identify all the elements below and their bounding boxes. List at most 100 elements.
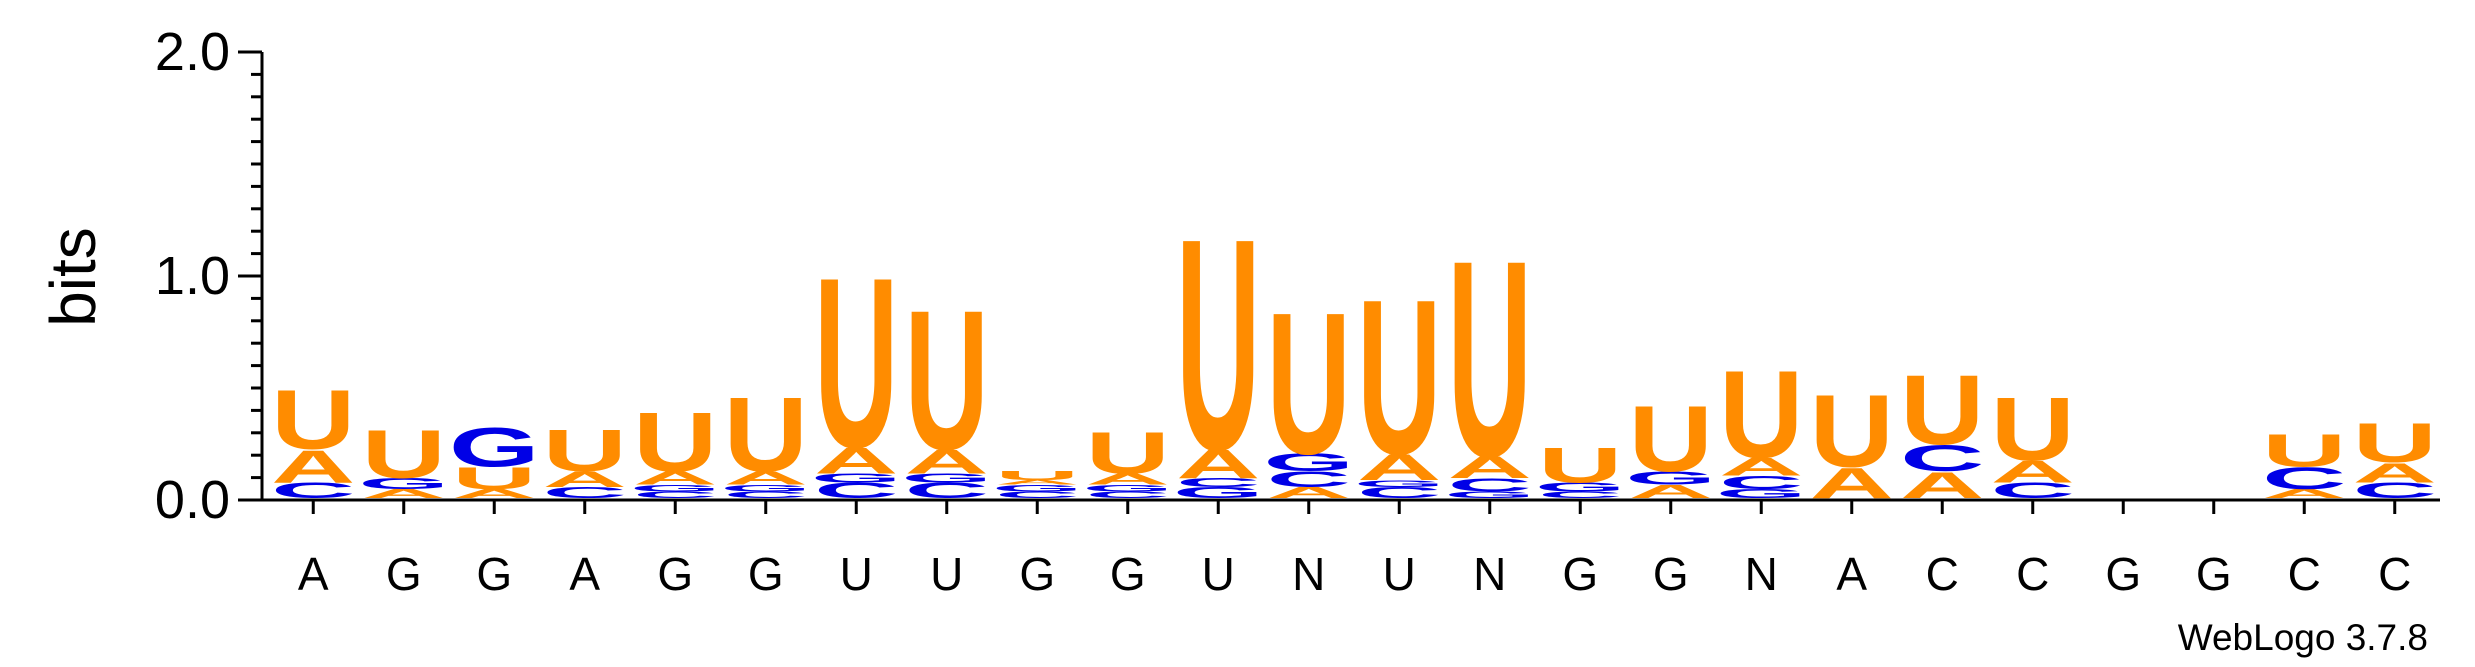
x-tick-label: C <box>1926 548 1959 600</box>
x-tick-label: G <box>1653 548 1689 600</box>
logo-letter-U: U <box>1538 438 1622 493</box>
logo-letter-C: C <box>905 478 989 502</box>
logo-letter-A: A <box>1267 484 1351 501</box>
logo-letter-A: A <box>1448 450 1532 485</box>
x-tick-label: G <box>2105 548 2141 600</box>
logo-letter-C: C <box>2262 461 2346 496</box>
logo-letter-A: A <box>814 440 898 481</box>
logo-letter-U: U <box>452 461 536 496</box>
logo-letter-A: A <box>2353 457 2437 488</box>
y-tick-label: 0.0 <box>155 470 230 530</box>
logo-letter-C: C <box>1991 478 2075 502</box>
logo-letter-G: G <box>992 483 1083 493</box>
x-tick-label: C <box>2378 548 2411 600</box>
logo-letter-A: A <box>271 440 355 492</box>
logo-letter-U: U <box>905 268 989 491</box>
logo-letter-G: G <box>358 475 449 492</box>
logo-letter-U: U <box>1991 379 2075 479</box>
x-tick-label: G <box>748 548 784 600</box>
logo-letter-A: A <box>1357 447 1441 488</box>
logo-letter-U: U <box>633 395 717 489</box>
x-tick-label: G <box>386 548 422 600</box>
y-tick-label: 2.0 <box>155 22 230 82</box>
logo-letter-A: A <box>1900 465 1984 506</box>
x-tick-label: N <box>1292 548 1325 600</box>
logo-letter-U: U <box>543 417 627 483</box>
x-tick-label: A <box>569 548 600 600</box>
logo-letter-C: C <box>1086 490 1170 500</box>
logo-letter-G: G <box>1716 487 1807 501</box>
logo-letter-C: C <box>1448 474 1532 495</box>
x-tick-label: G <box>2196 548 2232 600</box>
logo-letter-A: A <box>1176 441 1260 486</box>
logo-letter-C: C <box>543 484 627 501</box>
logo-letter-U: U <box>2262 425 2346 477</box>
logo-letter-C: C <box>1538 490 1622 500</box>
logo-letter-G: G <box>630 483 721 493</box>
x-tick-label: G <box>1562 548 1598 600</box>
logo-letter-G: G <box>1173 484 1264 501</box>
x-tick-label: C <box>2288 548 2321 600</box>
logo-letter-A: A <box>362 487 446 501</box>
y-tick-label: 1.0 <box>155 246 230 306</box>
logo-letter-G: G <box>901 471 992 485</box>
logo-letter-C: C <box>814 478 898 502</box>
logo-letter-A: A <box>633 468 717 489</box>
logo-letter-U: U <box>724 375 808 494</box>
logo-letter-C: C <box>1900 438 1984 479</box>
logo-letter-A: A <box>1086 471 1170 488</box>
logo-letter-G: G <box>1625 468 1716 489</box>
logo-letter-U: U <box>1810 375 1894 489</box>
logo-letter-C: C <box>1719 472 1803 493</box>
logo-letter-G: G <box>1444 490 1535 500</box>
logo-letter-C: C <box>633 490 717 500</box>
logo-letter-U: U <box>1448 203 1532 515</box>
logo-letter-C: C <box>1176 476 1260 490</box>
logo-letter-A: A <box>452 487 536 501</box>
logo-letter-G: G <box>720 483 811 493</box>
logo-letter-G: G <box>1082 483 1173 493</box>
logo-letter-U: U <box>1267 271 1351 496</box>
logo-letter-C: C <box>1267 467 1351 491</box>
x-tick-label: N <box>1745 548 1778 600</box>
logo-letter-G: G <box>1535 480 1626 494</box>
x-tick-label: C <box>2016 548 2049 600</box>
logo-letter-G: G <box>449 416 540 478</box>
logo-letter-A: A <box>1629 481 1713 502</box>
logo-letter-U: U <box>1086 420 1170 486</box>
logo-letter-A: A <box>2262 487 2346 501</box>
logo-letter-U: U <box>1900 354 1984 465</box>
x-tick-label: N <box>1473 548 1506 600</box>
logo-letter-C: C <box>2353 478 2437 502</box>
logo-letter-A: A <box>995 479 1079 486</box>
logo-letter-U: U <box>1176 177 1260 513</box>
logo-letter-A: A <box>543 467 627 491</box>
logo-letter-U: U <box>271 373 355 467</box>
x-tick-label: G <box>476 548 512 600</box>
logo-letter-U: U <box>2353 412 2437 474</box>
logo-letter-U: U <box>995 469 1079 483</box>
logo-letter-C: C <box>1357 484 1441 501</box>
x-tick-label: A <box>1836 548 1867 600</box>
logo-letter-G: G <box>1263 449 1354 477</box>
x-tick-label: U <box>1383 548 1416 600</box>
axes: 0.0 1.0 2.0 <box>155 22 2440 530</box>
logo-letter-U: U <box>1719 345 1803 484</box>
x-tick-label: G <box>657 548 693 600</box>
x-tick-label: U <box>840 548 873 600</box>
x-tick-label: U <box>1202 548 1235 600</box>
logo-letter-U: U <box>362 416 446 493</box>
x-tick-label: A <box>298 548 329 600</box>
x-tick-label: G <box>1019 548 1055 600</box>
logo-letter-C: C <box>271 478 355 502</box>
logo-letter-U: U <box>814 229 898 499</box>
y-axis-label: bits <box>37 227 109 327</box>
logo-letter-C: C <box>995 490 1079 500</box>
logo-letter-A: A <box>905 443 989 481</box>
logo-letter-U: U <box>1357 254 1441 500</box>
logo-letter-C: C <box>724 490 808 500</box>
logo-letter-A: A <box>724 468 808 489</box>
